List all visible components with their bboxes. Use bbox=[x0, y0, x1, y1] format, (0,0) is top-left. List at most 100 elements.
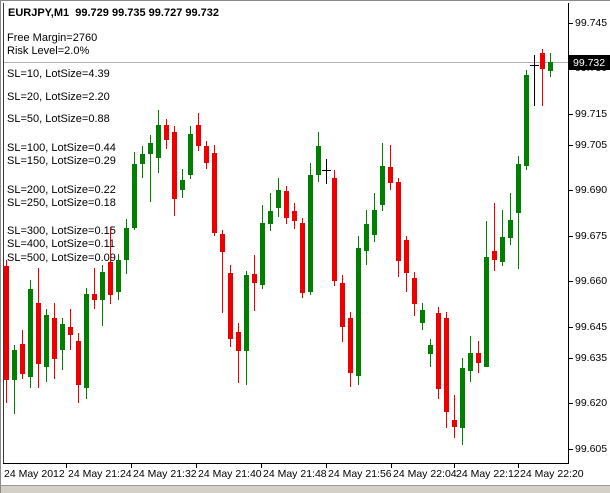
candle-body bbox=[308, 174, 313, 292]
candle-body bbox=[244, 275, 249, 352]
candle-body bbox=[108, 261, 113, 296]
candle-body bbox=[164, 124, 169, 140]
comment-line: Free Margin=2760 bbox=[7, 32, 98, 44]
candle-body bbox=[268, 211, 273, 224]
price-axis-tick bbox=[569, 235, 573, 237]
price-axis-label: 99.660 bbox=[575, 275, 608, 288]
time-axis-tick bbox=[391, 464, 392, 468]
time-axis-tick bbox=[196, 464, 197, 468]
candle-body bbox=[396, 182, 401, 261]
price-axis-line bbox=[568, 3, 569, 464]
candle-body bbox=[100, 272, 105, 300]
candle-body bbox=[508, 219, 513, 239]
price-axis-tick bbox=[569, 403, 573, 405]
candle-body bbox=[348, 317, 353, 373]
candle-body bbox=[420, 309, 425, 324]
price-axis-label: 99.705 bbox=[575, 138, 608, 151]
candle-body bbox=[428, 345, 433, 355]
candle-body bbox=[28, 289, 33, 378]
candle-body bbox=[4, 266, 9, 381]
candle-body bbox=[404, 239, 409, 274]
candle-body bbox=[36, 302, 41, 364]
candle-body bbox=[356, 247, 361, 376]
candle-body bbox=[276, 190, 281, 209]
price-axis-label: 99.645 bbox=[575, 321, 608, 334]
candle-body bbox=[292, 211, 297, 222]
comment-line: SL=250, LotSize=0.18 bbox=[7, 197, 116, 209]
candle-body bbox=[372, 209, 377, 236]
bid-price-line bbox=[4, 62, 568, 63]
price-axis-tick bbox=[569, 22, 573, 24]
comment-line: SL=10, LotSize=4.39 bbox=[7, 68, 110, 80]
time-axis-tick bbox=[518, 464, 519, 468]
time-axis-label: 24 May 21:32 bbox=[133, 468, 197, 480]
chart-title: EURJPY,M1 99.729 99.735 99.727 99.732 bbox=[8, 7, 219, 19]
comment-line: Risk Level=2.0% bbox=[7, 45, 90, 57]
ohlc-readout: 99.729 99.735 99.727 99.732 bbox=[75, 7, 220, 19]
candle-body bbox=[452, 419, 457, 427]
candle-body bbox=[500, 237, 505, 262]
time-axis-label: 24 May 22:04 bbox=[393, 468, 457, 480]
time-axis-tick bbox=[261, 464, 262, 468]
time-axis-label: 24 May 2012 bbox=[4, 468, 65, 480]
candle-body bbox=[436, 313, 441, 390]
candle-body bbox=[12, 349, 17, 381]
time-axis-label: 24 May 21:24 bbox=[68, 468, 132, 480]
candle-body bbox=[116, 260, 121, 293]
time-axis-label: 24 May 22:12 bbox=[456, 468, 520, 480]
candle-body bbox=[484, 257, 489, 367]
time-axis-label: 24 May 22:20 bbox=[520, 468, 584, 480]
candle-body bbox=[156, 124, 161, 159]
comment-line: SL=400, LotSize=0.11 bbox=[7, 238, 116, 250]
candle-body bbox=[84, 293, 89, 388]
candle-body bbox=[188, 133, 193, 175]
candle-body bbox=[284, 191, 289, 219]
time-axis-tick bbox=[326, 464, 327, 468]
candle-body bbox=[252, 274, 257, 283]
candle-body bbox=[492, 251, 497, 261]
candle-body bbox=[444, 317, 449, 413]
candle-wick bbox=[150, 135, 151, 203]
candle-body bbox=[316, 146, 321, 175]
candle-body bbox=[180, 179, 185, 191]
time-axis-tick bbox=[131, 464, 132, 468]
candle-wick bbox=[542, 49, 543, 107]
candle-body bbox=[76, 340, 81, 385]
candle-body bbox=[300, 223, 305, 293]
candle-body bbox=[548, 62, 553, 72]
candle-body bbox=[92, 293, 97, 300]
candle-wick bbox=[326, 159, 327, 185]
candle-wick bbox=[94, 267, 95, 309]
candle-body bbox=[124, 228, 129, 261]
time-axis-label: 24 May 21:40 bbox=[198, 468, 262, 480]
candle-body bbox=[220, 234, 225, 253]
candle-body bbox=[44, 314, 49, 367]
symbol-period-label: EURJPY,M1 bbox=[8, 7, 70, 19]
time-axis-tick bbox=[454, 464, 455, 468]
candle-body bbox=[212, 152, 217, 233]
candle-body bbox=[52, 317, 57, 359]
price-axis-label: 99.620 bbox=[575, 397, 608, 410]
price-axis-label: 99.715 bbox=[575, 108, 608, 120]
price-axis-label: 99.745 bbox=[575, 16, 608, 29]
candle-body bbox=[140, 153, 145, 165]
comment-line: SL=200, LotSize=0.22 bbox=[7, 184, 116, 196]
candle-body bbox=[196, 124, 201, 146]
price-axis-tick bbox=[569, 114, 573, 115]
doji-open-close-tick bbox=[322, 169, 331, 171]
price-axis-tick bbox=[569, 144, 573, 146]
candle-body bbox=[412, 278, 417, 304]
candle-body bbox=[148, 142, 153, 154]
candle-body bbox=[172, 132, 177, 200]
price-axis-label: 99.605 bbox=[575, 442, 608, 455]
comment-line: SL=300, LotSize=0.15 bbox=[7, 225, 116, 237]
price-axis-tick bbox=[569, 357, 573, 359]
price-axis-tick bbox=[569, 190, 573, 192]
price-axis-label: 99.690 bbox=[575, 184, 608, 197]
candle-body bbox=[204, 146, 209, 163]
candle-body bbox=[20, 343, 25, 375]
comment-line: SL=150, LotSize=0.29 bbox=[7, 155, 116, 167]
candle-wick bbox=[238, 322, 239, 384]
comment-line: SL=500, LotSize=0.09 bbox=[7, 252, 116, 264]
time-axis-label: 24 May 21:56 bbox=[328, 468, 392, 480]
